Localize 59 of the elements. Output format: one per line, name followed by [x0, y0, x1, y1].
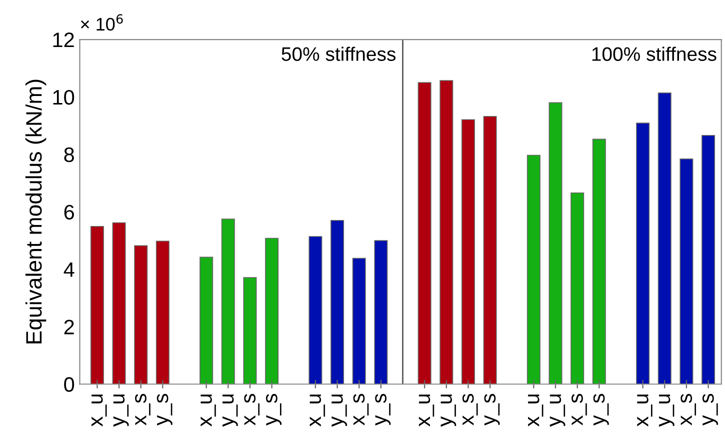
bar — [658, 92, 672, 384]
x-tick-label: x_s — [680, 394, 696, 426]
x-tick-label: x_s — [572, 394, 587, 426]
y-tick-label: 10 — [53, 90, 74, 105]
x-tick-label: y_s — [156, 394, 172, 426]
y-axis-title: Equivalent modulus (kN/m) — [25, 80, 46, 344]
bar — [374, 240, 388, 384]
x-tick-label: x_s — [135, 394, 150, 426]
x-tick-label: x_s — [244, 394, 260, 426]
x-tick-label: x_s — [462, 394, 478, 426]
bar — [418, 82, 432, 384]
x-tick-label: x_u — [637, 394, 652, 427]
bar — [526, 154, 540, 384]
bar — [548, 102, 562, 384]
bar — [440, 80, 454, 384]
x-tick-label: y_u — [332, 394, 347, 427]
bar — [243, 277, 257, 384]
bar — [112, 222, 126, 384]
y-tick-label: 4 — [64, 262, 74, 277]
bar — [680, 158, 694, 384]
bar — [702, 135, 716, 384]
bar — [90, 226, 104, 384]
bar — [330, 220, 344, 384]
x-tick-label: x_u — [200, 394, 216, 427]
x-tick-label: y_u — [222, 394, 238, 427]
bar — [570, 192, 584, 384]
x-tick-label: y_u — [550, 394, 566, 427]
bar — [483, 116, 497, 384]
x-tick-label: x_u — [310, 394, 325, 427]
bar — [352, 258, 366, 384]
x-tick-label: y_u — [659, 394, 674, 427]
bar — [308, 236, 322, 384]
y-tick-label: 0 — [64, 377, 74, 392]
x-tick-label: y_s — [484, 394, 500, 426]
y-tick-label: 2 — [64, 320, 74, 334]
annotation: 50% stiffness — [282, 46, 396, 61]
y-tick-label: 8 — [64, 147, 74, 162]
x-tick-label: y_u — [113, 394, 129, 427]
x-tick-label: y_u — [440, 394, 456, 427]
x-tick-label: x_u — [528, 394, 544, 427]
y-tick-label: 6 — [64, 204, 74, 220]
x-tick-label: x_u — [92, 394, 107, 427]
y-tick-label: 12 — [53, 32, 74, 48]
bar — [461, 119, 475, 384]
text: × 10$^{6}$ — [81, 14, 123, 31]
bar — [156, 240, 170, 384]
x-tick-label: x_u — [418, 394, 434, 427]
x-tick-label: y_s — [375, 394, 391, 426]
x-tick-label: x_s — [353, 394, 369, 426]
bar — [221, 218, 235, 384]
x-tick-label: y_s — [266, 394, 282, 426]
bar — [636, 122, 650, 384]
bar — [265, 238, 279, 384]
annotation: 100% stiffness — [592, 46, 716, 61]
bar — [200, 256, 214, 384]
bar — [134, 245, 148, 384]
bar — [592, 138, 606, 384]
x-tick-label: y_s — [593, 394, 609, 426]
x-tick-label: y_s — [702, 394, 718, 426]
